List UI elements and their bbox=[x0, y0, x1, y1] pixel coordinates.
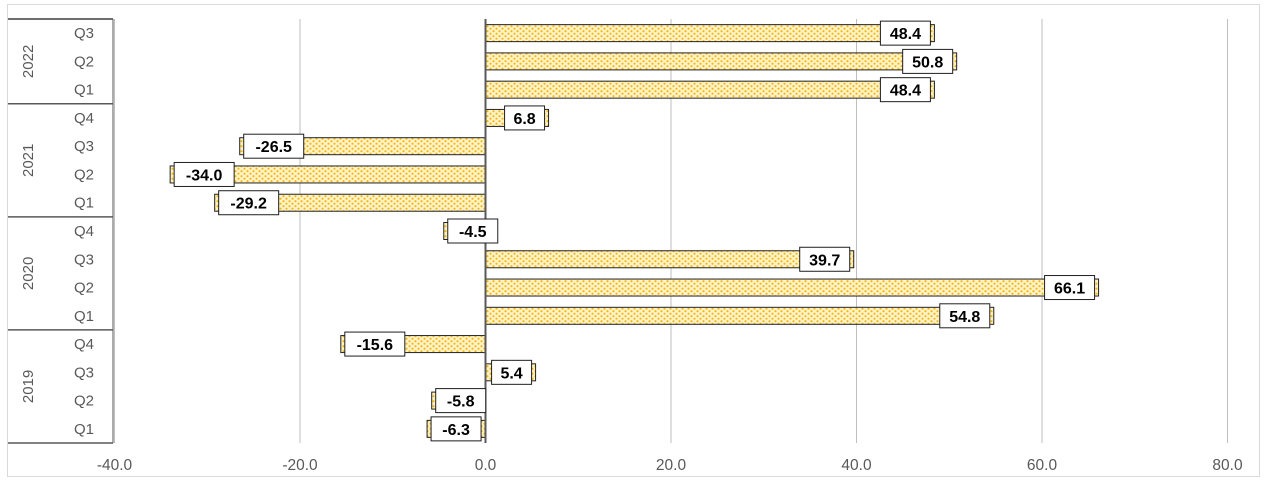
data-label: -26.5 bbox=[255, 139, 292, 156]
y-tick-label: Q3 bbox=[74, 138, 94, 155]
x-tick-label: 20.0 bbox=[656, 457, 687, 474]
y-tick-label: Q1 bbox=[74, 421, 94, 438]
x-tick-label: 0.0 bbox=[475, 457, 497, 474]
data-label-box bbox=[1044, 275, 1096, 301]
year-label: 2019 bbox=[20, 370, 37, 403]
y-tick-label: Q1 bbox=[74, 308, 94, 325]
y-tick-label: Q2 bbox=[74, 53, 94, 70]
data-label-box bbox=[218, 190, 280, 216]
data-label: 6.8 bbox=[513, 111, 535, 128]
y-tick-label: Q2 bbox=[74, 166, 94, 183]
chart-frame bbox=[7, 4, 1260, 477]
data-label-box bbox=[344, 331, 406, 357]
data-label: 66.1 bbox=[1054, 281, 1085, 298]
bar bbox=[485, 278, 1100, 297]
y-tick-label: Q4 bbox=[74, 223, 94, 240]
y-tick-label: Q3 bbox=[74, 251, 94, 268]
y-tick-label: Q3 bbox=[74, 364, 94, 381]
data-label: 50.8 bbox=[912, 54, 943, 71]
data-label: -15.6 bbox=[357, 337, 394, 354]
data-label: -29.2 bbox=[230, 196, 267, 213]
y-tick-label: Q1 bbox=[74, 195, 94, 212]
data-label-box bbox=[799, 246, 851, 272]
data-label-box bbox=[939, 303, 991, 329]
data-label-box bbox=[491, 359, 533, 385]
y-tick-label: Q1 bbox=[74, 82, 94, 99]
data-label: -6.3 bbox=[442, 422, 470, 439]
bar bbox=[485, 52, 958, 71]
x-tick-label: -20.0 bbox=[282, 457, 318, 474]
x-tick-label: 60.0 bbox=[1027, 457, 1058, 474]
data-label-box bbox=[173, 161, 235, 187]
y-tick-label: Q3 bbox=[74, 25, 94, 42]
data-label-box bbox=[243, 133, 305, 159]
data-label-box bbox=[447, 218, 499, 244]
data-label: 5.4 bbox=[500, 365, 522, 382]
data-label: 48.4 bbox=[890, 26, 921, 43]
year-label: 2022 bbox=[20, 45, 37, 78]
data-label-box bbox=[430, 416, 482, 442]
data-label: 48.4 bbox=[890, 83, 921, 100]
data-label: 39.7 bbox=[809, 252, 840, 269]
data-label: -4.5 bbox=[459, 224, 487, 241]
y-tick-label: Q4 bbox=[74, 336, 94, 353]
y-tick-label: Q2 bbox=[74, 393, 94, 410]
data-label: -34.0 bbox=[186, 167, 223, 184]
data-label-box bbox=[879, 77, 931, 103]
x-tick-label: -40.0 bbox=[97, 457, 133, 474]
y-tick-label: Q2 bbox=[74, 280, 94, 297]
bar bbox=[485, 306, 995, 325]
y-tick-label: Q4 bbox=[74, 110, 94, 127]
data-label: -5.8 bbox=[447, 394, 475, 411]
data-label-box bbox=[435, 388, 487, 414]
x-tick-label: 40.0 bbox=[841, 457, 872, 474]
data-label-box bbox=[902, 48, 954, 74]
data-label: 54.8 bbox=[949, 309, 980, 326]
bar bbox=[485, 80, 935, 99]
year-label: 2021 bbox=[20, 144, 37, 177]
bar bbox=[485, 24, 935, 43]
year-label: 2020 bbox=[20, 257, 37, 290]
data-label-box bbox=[504, 105, 546, 131]
bar bbox=[485, 250, 855, 269]
data-label-box bbox=[879, 20, 931, 46]
x-tick-label: 80.0 bbox=[1212, 457, 1243, 474]
